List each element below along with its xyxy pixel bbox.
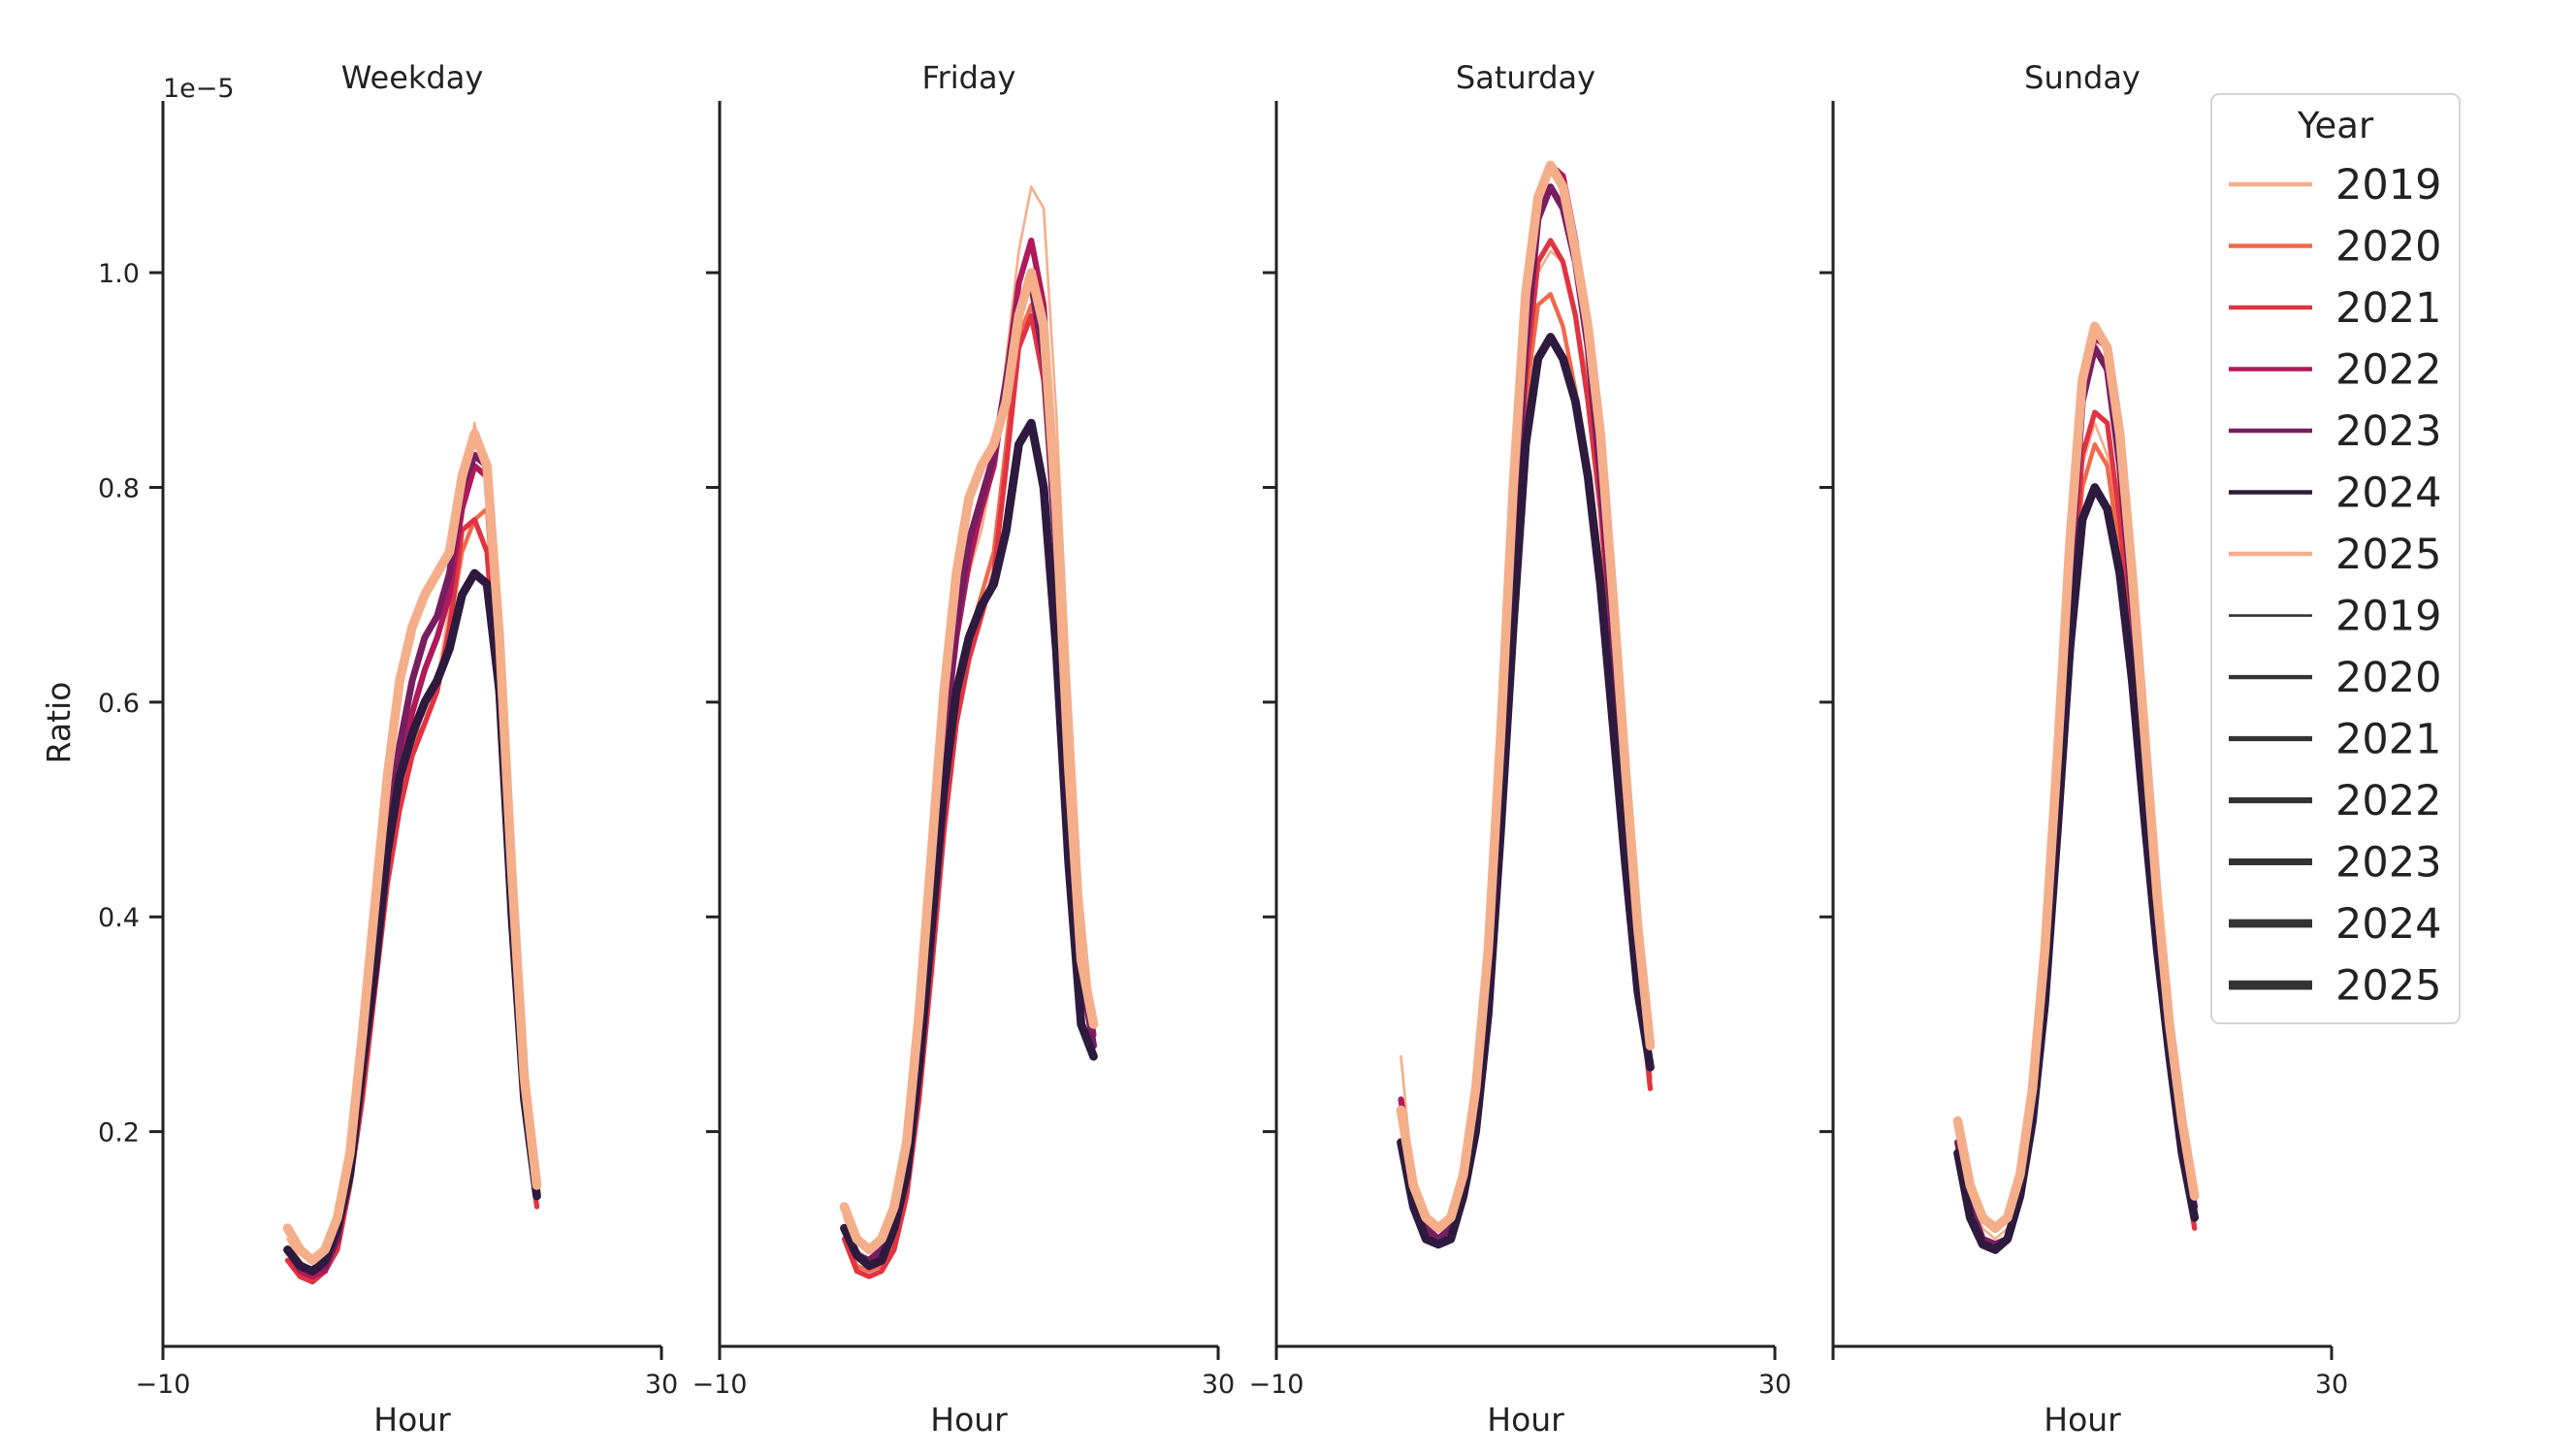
panel-weekday-xtick-label-0: −10 xyxy=(136,1370,191,1400)
legend-width-label-2020: 2020 xyxy=(2335,654,2441,702)
legend-width-label-2023: 2023 xyxy=(2335,839,2441,888)
panel-saturday-title: Saturday xyxy=(1456,59,1595,96)
panel-sunday-xtick-label-1: 30 xyxy=(2315,1370,2348,1400)
panel-weekday-xtick-label-1: 30 xyxy=(645,1370,678,1400)
legend-width-label-2021: 2021 xyxy=(2335,716,2441,764)
panel-sunday-title: Sunday xyxy=(2024,59,2141,96)
panel-saturday: Saturday −10 30 Hour xyxy=(1249,59,1792,1439)
panel-friday-xtick-label-1: 30 xyxy=(1202,1370,1235,1400)
legend-title: Year xyxy=(2297,105,2374,146)
panel-saturday-series-2025-w5_5 xyxy=(1396,160,1656,1234)
legend-width-label-2019: 2019 xyxy=(2335,593,2441,641)
panel-friday-title: Friday xyxy=(922,59,1016,96)
panel-weekday-series-2025-w5_5 xyxy=(282,429,542,1266)
panel-sunday-x-axis-label: Hour xyxy=(2044,1401,2121,1439)
panel-weekday-ytick-label-0: 0.2 xyxy=(98,1118,140,1148)
panel-friday-series-2025-w5_5 xyxy=(839,268,1099,1255)
legend: Year 2019 2020 2021 2022 2023 2024 2025 2019 2020… xyxy=(2210,93,2461,1024)
panel-friday-series-2019-w1_5 xyxy=(843,185,1095,1262)
panel-weekday-ytick-label-1: 0.4 xyxy=(98,903,140,933)
panel-sunday-series-2024-w5 xyxy=(1953,483,2200,1254)
panel-weekday-x-axis-label: Hour xyxy=(373,1401,451,1439)
legend-color-label-2023: 2023 xyxy=(2335,407,2441,456)
y-exponent-label: 1e−5 xyxy=(163,74,235,104)
legend-color-label-2022: 2022 xyxy=(2335,346,2441,395)
panel-friday-series-2024-w5 xyxy=(840,418,1098,1271)
panel-saturday-xtick-label-0: −10 xyxy=(1249,1370,1304,1400)
panel-sunday: Sunday 30 Hour xyxy=(1819,59,2348,1439)
legend-color-label-2019: 2019 xyxy=(2335,161,2441,210)
legend-color-label-2020: 2020 xyxy=(2335,223,2441,272)
panel-weekday-ytick-label-2: 0.6 xyxy=(98,689,140,719)
legend-width-label-2025: 2025 xyxy=(2335,962,2441,1011)
panel-weekday: Weekday 0.2 0.4 0.6 0.8 1.0 −10 30 Hour xyxy=(98,59,678,1439)
panel-friday-x-axis-label: Hour xyxy=(930,1401,1008,1439)
panel-friday: Friday −10 30 Hour xyxy=(692,59,1236,1439)
y-axis-label: Ratio xyxy=(40,682,78,764)
legend-width-label-2022: 2022 xyxy=(2335,777,2441,825)
panel-weekday-title: Weekday xyxy=(341,59,484,96)
panel-weekday-ytick-label-3: 0.8 xyxy=(98,473,140,503)
legend-frame xyxy=(2210,93,2461,1024)
legend-color-label-2024: 2024 xyxy=(2335,469,2441,518)
legend-color-label-2025: 2025 xyxy=(2335,531,2441,579)
panel-weekday-ytick-label-4: 1.0 xyxy=(98,259,140,289)
panel-saturday-xtick-label-1: 30 xyxy=(1758,1370,1791,1400)
panel-friday-xtick-label-0: −10 xyxy=(692,1370,748,1400)
panel-weekday-series-2019-w1_5 xyxy=(286,421,538,1273)
legend-color-label-2021: 2021 xyxy=(2335,284,2441,333)
panel-sunday-series-2025-w5_5 xyxy=(1952,321,2200,1234)
panels: Weekday 0.2 0.4 0.6 0.8 1.0 −10 30 Hour Friday −10… xyxy=(98,59,2348,1439)
panel-saturday-series-2024-w5 xyxy=(1397,333,1655,1249)
panel-saturday-x-axis-label: Hour xyxy=(1487,1401,1564,1439)
legend-width-label-2024: 2024 xyxy=(2335,900,2441,949)
